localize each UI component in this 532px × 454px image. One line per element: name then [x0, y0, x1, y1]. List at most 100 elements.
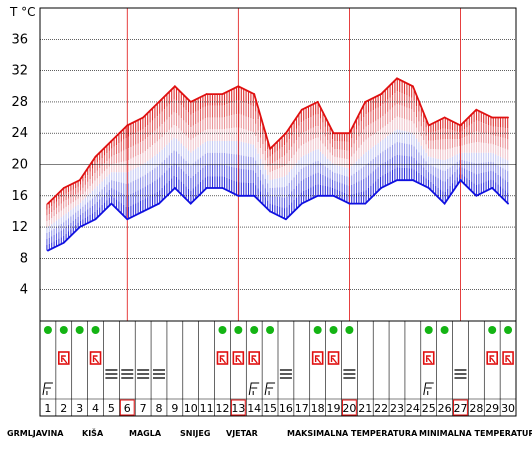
- rain-icon: [232, 351, 245, 365]
- min-temperature-point: [285, 218, 287, 221]
- rain-icon-box: [232, 351, 245, 365]
- legend-thunderstorm: GRMLJAVINA: [7, 429, 64, 438]
- day-label: 1: [44, 402, 51, 415]
- max-temperature-point: [158, 101, 160, 103]
- min-temperature-point: [380, 187, 383, 189]
- min-temperature-point: [126, 218, 129, 221]
- wind-dot: [43, 326, 52, 334]
- day-label: 21: [358, 402, 372, 415]
- min-temperature-point: [47, 249, 49, 252]
- min-temperature-point: [411, 179, 414, 182]
- day-label: 14: [247, 402, 261, 415]
- thunderstorm-icon: [264, 382, 276, 396]
- rain-icon-mark: [505, 355, 512, 364]
- y-tick-label: 16: [11, 189, 28, 204]
- rain-icon: [89, 351, 102, 365]
- min-temperature-point: [507, 202, 509, 205]
- min-temperature-point: [142, 210, 145, 213]
- rain-icon: [486, 351, 499, 365]
- day-label: 13: [231, 402, 245, 415]
- wind-dot: [345, 326, 354, 334]
- max-temperature-point: [94, 155, 97, 158]
- wind-dot: [313, 326, 322, 334]
- day-label: 18: [311, 402, 325, 415]
- wind-dot: [504, 326, 513, 334]
- day-label: 11: [200, 402, 214, 415]
- x-axis-days: 1 2 3 4 5 6 7 8 9 10 11 12 13 14 15 16 17 18 19 20 21 22 23 24 2…: [44, 399, 515, 416]
- day-label: 25: [422, 402, 436, 415]
- min-temperature-point: [475, 194, 478, 197]
- thunderstorm-icon: [42, 382, 53, 396]
- y-axis: T °C 4 8 12 16 20 24 28 32 36: [9, 5, 36, 298]
- day-highlight-box: [119, 399, 135, 416]
- thunderstorm-icon: [423, 382, 434, 396]
- y-tick-label: 36: [11, 32, 28, 47]
- min-temperature-point: [396, 179, 398, 182]
- day-label: 28: [469, 402, 483, 415]
- rain-icon-mark: [92, 355, 100, 364]
- min-temperature-point: [173, 187, 176, 189]
- max-temperature-point: [364, 101, 367, 103]
- day-label: 22: [374, 402, 388, 415]
- min-temperature-point: [427, 187, 430, 189]
- wind-dot: [218, 326, 227, 334]
- rain-icon-box: [486, 351, 499, 365]
- day-label: 29: [485, 402, 499, 415]
- day-label: 5: [108, 402, 115, 415]
- rain-icon-mark: [61, 355, 68, 364]
- max-temperature-point: [316, 101, 319, 103]
- rain-icon: [327, 351, 340, 365]
- min-temperature-point: [332, 194, 335, 197]
- wind-dot: [234, 326, 243, 334]
- day-label: 4: [92, 402, 99, 415]
- rain-icon-mark: [251, 355, 258, 364]
- legend-fog: MAGLA: [129, 429, 162, 438]
- weather-panel: [40, 321, 516, 416]
- rain-icon-box: [248, 351, 260, 365]
- legend-min-temperature: MINIMALNA TEMPERATURA: [419, 429, 532, 438]
- wind-dot: [91, 326, 100, 334]
- y-tick-label: 24: [11, 126, 28, 141]
- max-temperature-point: [332, 132, 335, 135]
- rain-icon: [311, 351, 324, 365]
- legend-wind: VJETAR: [226, 429, 258, 438]
- y-tick-label: 12: [11, 220, 28, 235]
- max-temperature-point: [285, 132, 287, 135]
- day-label: 24: [406, 402, 420, 415]
- wind-dot: [329, 326, 338, 334]
- rain-icon-box: [57, 351, 70, 365]
- min-temperature-point: [78, 226, 81, 229]
- max-temperature-point: [300, 108, 303, 111]
- y-unit-label: T °C: [9, 5, 36, 19]
- rain-icon: [422, 351, 435, 365]
- rain-icon-box: [311, 351, 324, 365]
- min-temperature-point: [300, 202, 303, 205]
- day-label: 15: [263, 402, 277, 415]
- rain-icon-mark: [219, 355, 227, 364]
- min-temperature-point: [110, 202, 113, 205]
- max-temperature-line: [47, 77, 509, 205]
- day-label: 16: [279, 402, 293, 415]
- day-label: 6: [124, 402, 131, 415]
- max-temperature-point: [110, 140, 113, 142]
- max-temperature-point: [205, 93, 208, 95]
- rain-icon-mark: [314, 355, 322, 364]
- max-temperature-point: [237, 85, 240, 88]
- max-temperature-point: [427, 124, 430, 127]
- max-temperature-point: [396, 77, 398, 80]
- rain-icon: [57, 351, 70, 365]
- max-temperature-point: [47, 202, 49, 205]
- min-temperature-point: [348, 202, 351, 205]
- day-label: 20: [342, 402, 356, 415]
- legend-snow: SNIJEG: [180, 429, 211, 438]
- legend-max-temperature: MAKSIMALNA TEMPERATURA: [287, 429, 418, 438]
- max-temperature-point: [189, 101, 192, 103]
- y-tick-label: 20: [11, 158, 28, 173]
- max-temperature-point: [142, 116, 145, 119]
- rain-icon-box: [502, 351, 514, 365]
- day-label: 10: [184, 402, 198, 415]
- rain-icon: [216, 351, 229, 365]
- wind-dot: [250, 326, 259, 334]
- max-temperature-point: [380, 93, 383, 95]
